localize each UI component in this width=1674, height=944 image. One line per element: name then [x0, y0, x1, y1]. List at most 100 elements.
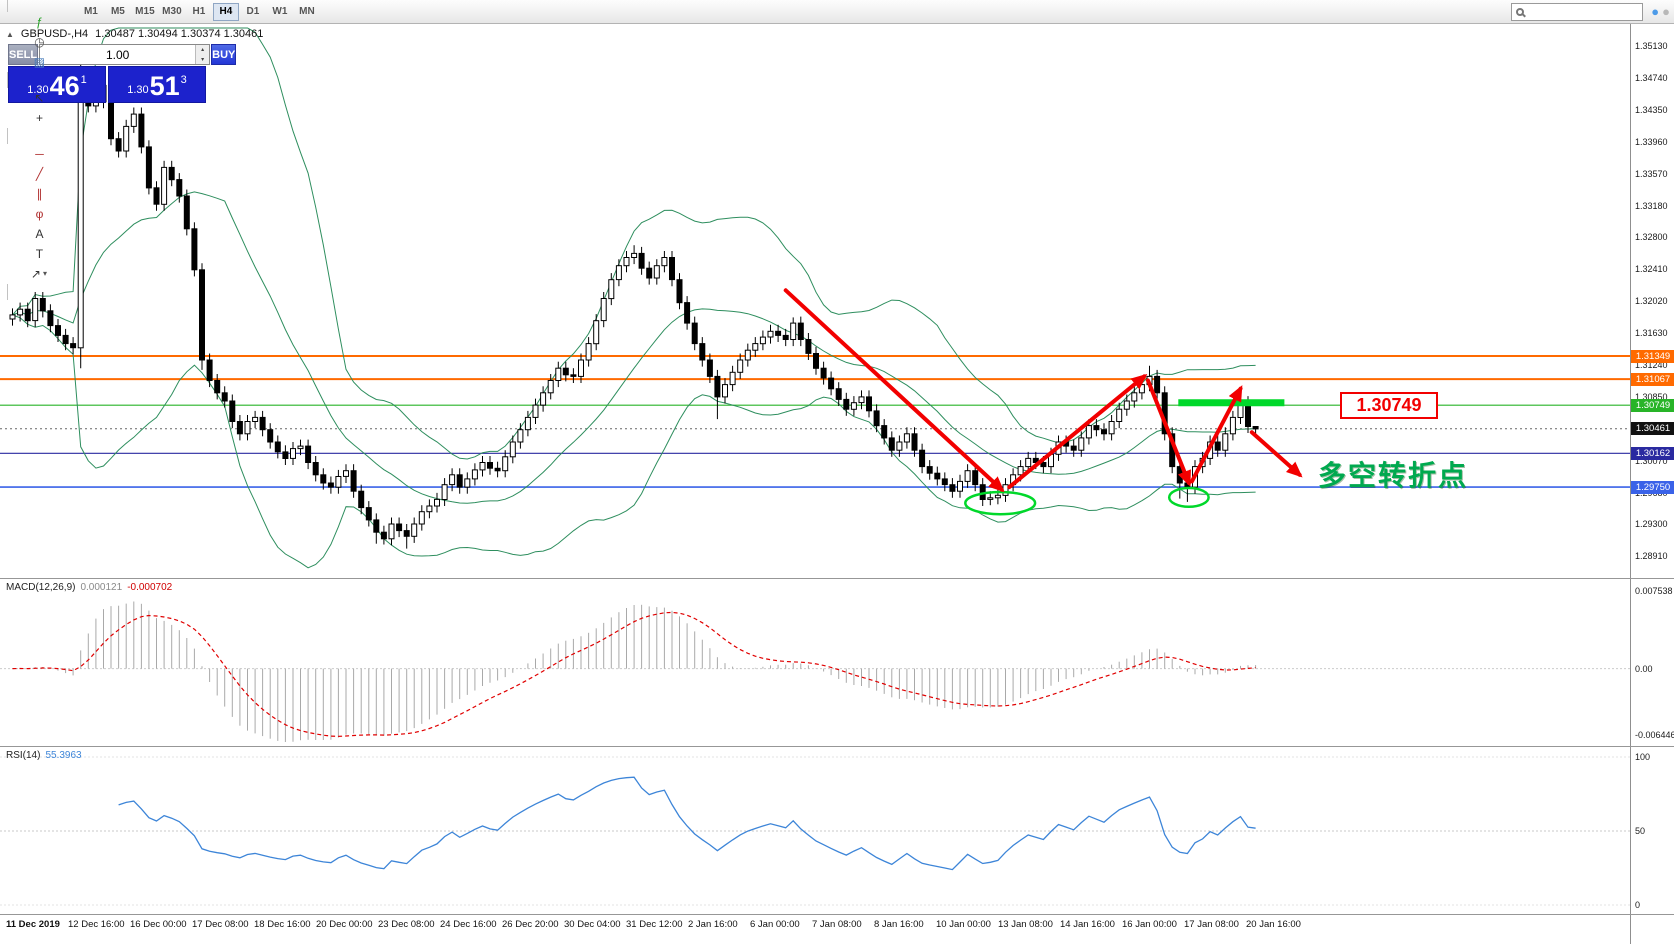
dropdown-caret-icon: ▾: [42, 269, 47, 278]
candle: [722, 384, 728, 398]
timeframe-mn[interactable]: MN: [299, 6, 315, 17]
templates-icon: ▨: [33, 54, 45, 69]
candle: [39, 298, 46, 312]
price-label-annotation[interactable]: 1.30749: [1340, 392, 1438, 419]
rsi-scale[interactable]: 100 50 0: [1630, 747, 1674, 914]
candle: [638, 252, 645, 269]
arrows-tool-icon[interactable]: ↗ ▾: [4, 264, 74, 284]
candle: [358, 490, 365, 509]
indicators-icon[interactable]: ƒ: [4, 12, 74, 32]
macd-name: MACD(12,26,9): [6, 582, 76, 593]
macd-scale[interactable]: 0.007538 0.00 -0.006446: [1630, 579, 1674, 746]
sell-price-button[interactable]: 1.30 46 1: [8, 66, 106, 103]
candle: [767, 330, 774, 338]
label-icon[interactable]: T: [4, 244, 74, 264]
help-icon[interactable]: ●: [1662, 3, 1670, 19]
price-chart[interactable]: [0, 24, 1630, 578]
candle: [775, 330, 782, 336]
candle: [964, 470, 971, 482]
candle: [77, 80, 84, 349]
buy-price-button[interactable]: 1.30 51 3: [108, 66, 206, 103]
timeframe-m30[interactable]: M30: [162, 6, 182, 17]
price-tick-label: 1.31630: [1635, 327, 1668, 338]
candle: [934, 472, 941, 480]
time-axis-label: 6 Jan 00:00: [750, 919, 800, 930]
candle: [145, 146, 152, 189]
turning-point-annotation[interactable]: 多空转折点: [1318, 460, 1469, 491]
candle: [449, 474, 456, 486]
candle: [1085, 425, 1092, 439]
time-axis-label: 14 Jan 16:00: [1060, 919, 1115, 930]
macd-chart[interactable]: [0, 579, 1630, 746]
trend-arrow-annotation[interactable]: [1146, 378, 1191, 487]
candle: [373, 519, 380, 533]
sell-button[interactable]: SELL: [8, 44, 39, 65]
rsi-value: 55.3963: [45, 750, 82, 761]
candle: [290, 448, 296, 459]
candle: [252, 416, 259, 422]
trend-arrow-annotation[interactable]: [1007, 373, 1148, 490]
timeframe-h4[interactable]: H4: [212, 2, 239, 21]
candle: [47, 310, 54, 327]
macd-signal-value: -0.000702: [127, 582, 173, 593]
indicator-scale-label: -0.006446: [1635, 730, 1674, 740]
trend-arrow-annotation[interactable]: [783, 288, 1005, 493]
candle: [866, 396, 872, 412]
toolbar-separator: [7, 71, 8, 88]
templates-icon[interactable]: ▨: [4, 52, 74, 72]
timeframe-d1[interactable]: D1: [246, 6, 260, 17]
community-icon[interactable]: ●: [1651, 3, 1660, 19]
rsi-chart[interactable]: [0, 747, 1630, 914]
candle: [691, 322, 698, 345]
lot-decrease-button[interactable]: ▾: [196, 54, 210, 64]
candle: [267, 429, 274, 443]
trend-arrow-annotation[interactable]: [1189, 385, 1243, 484]
fibonacci-icon[interactable]: φ: [4, 204, 74, 224]
candle: [1101, 429, 1107, 435]
candle: [1108, 421, 1115, 435]
toolbar-separator: [7, 283, 8, 300]
periods-icon[interactable]: ◷: [4, 32, 74, 52]
lot-size-input[interactable]: [40, 45, 196, 64]
search-input[interactable]: [1528, 5, 1639, 18]
price-tick-label: 1.32410: [1635, 264, 1668, 275]
timeframe-h1[interactable]: H1: [192, 6, 206, 17]
timeframe-w1[interactable]: W1: [272, 6, 288, 17]
trendline-icon[interactable]: ╱: [4, 164, 74, 184]
periods-icon: ◷: [34, 34, 45, 49]
crosshair-icon[interactable]: +: [4, 108, 74, 128]
candle: [555, 367, 562, 382]
time-axis[interactable]: 11 Dec 2019 12 Dec 16:00 16 Dec 00:00 17 De…: [0, 914, 1674, 944]
horizontal-line-icon[interactable]: ─: [4, 144, 74, 164]
sell-price-prefix: 1.30: [27, 84, 49, 96]
sell-price-sup: 1: [80, 74, 87, 86]
price-tick-label: 1.33180: [1635, 200, 1668, 211]
lot-increase-button[interactable]: ▴: [196, 45, 210, 55]
candle: [1245, 402, 1251, 428]
timeframe-m5[interactable]: M5: [110, 6, 125, 17]
toolbar-separator: [7, 127, 8, 144]
price-level-badge: 1.31067: [1631, 372, 1674, 386]
bottom-circle-annotation[interactable]: [1167, 486, 1210, 509]
candle: [176, 179, 183, 197]
trend-arrow-annotation[interactable]: [1249, 430, 1303, 478]
candle: [108, 101, 114, 140]
candle: [350, 470, 357, 492]
candle: [494, 467, 501, 472]
candle: [464, 478, 471, 488]
price-scale[interactable]: 1.35130 1.34740 1.34350 1.33960 1.33570 1.331…: [1630, 24, 1674, 578]
candle: [972, 470, 979, 486]
text-icon[interactable]: A: [4, 224, 74, 244]
lot-size-field: ▴ ▾: [39, 44, 211, 65]
buy-button[interactable]: BUY: [211, 44, 237, 65]
timeframe-m15[interactable]: M15: [135, 6, 155, 17]
candle: [911, 433, 918, 451]
candle: [949, 484, 956, 492]
text-icon: A: [35, 226, 43, 241]
channel-icon[interactable]: ∥: [4, 184, 74, 204]
timeframe-m1[interactable]: M1: [83, 6, 98, 17]
candle: [903, 433, 910, 443]
candle: [782, 334, 789, 340]
cursor-icon[interactable]: ↖: [4, 88, 74, 108]
indicator-scale-label: 0.007538: [1635, 586, 1673, 596]
